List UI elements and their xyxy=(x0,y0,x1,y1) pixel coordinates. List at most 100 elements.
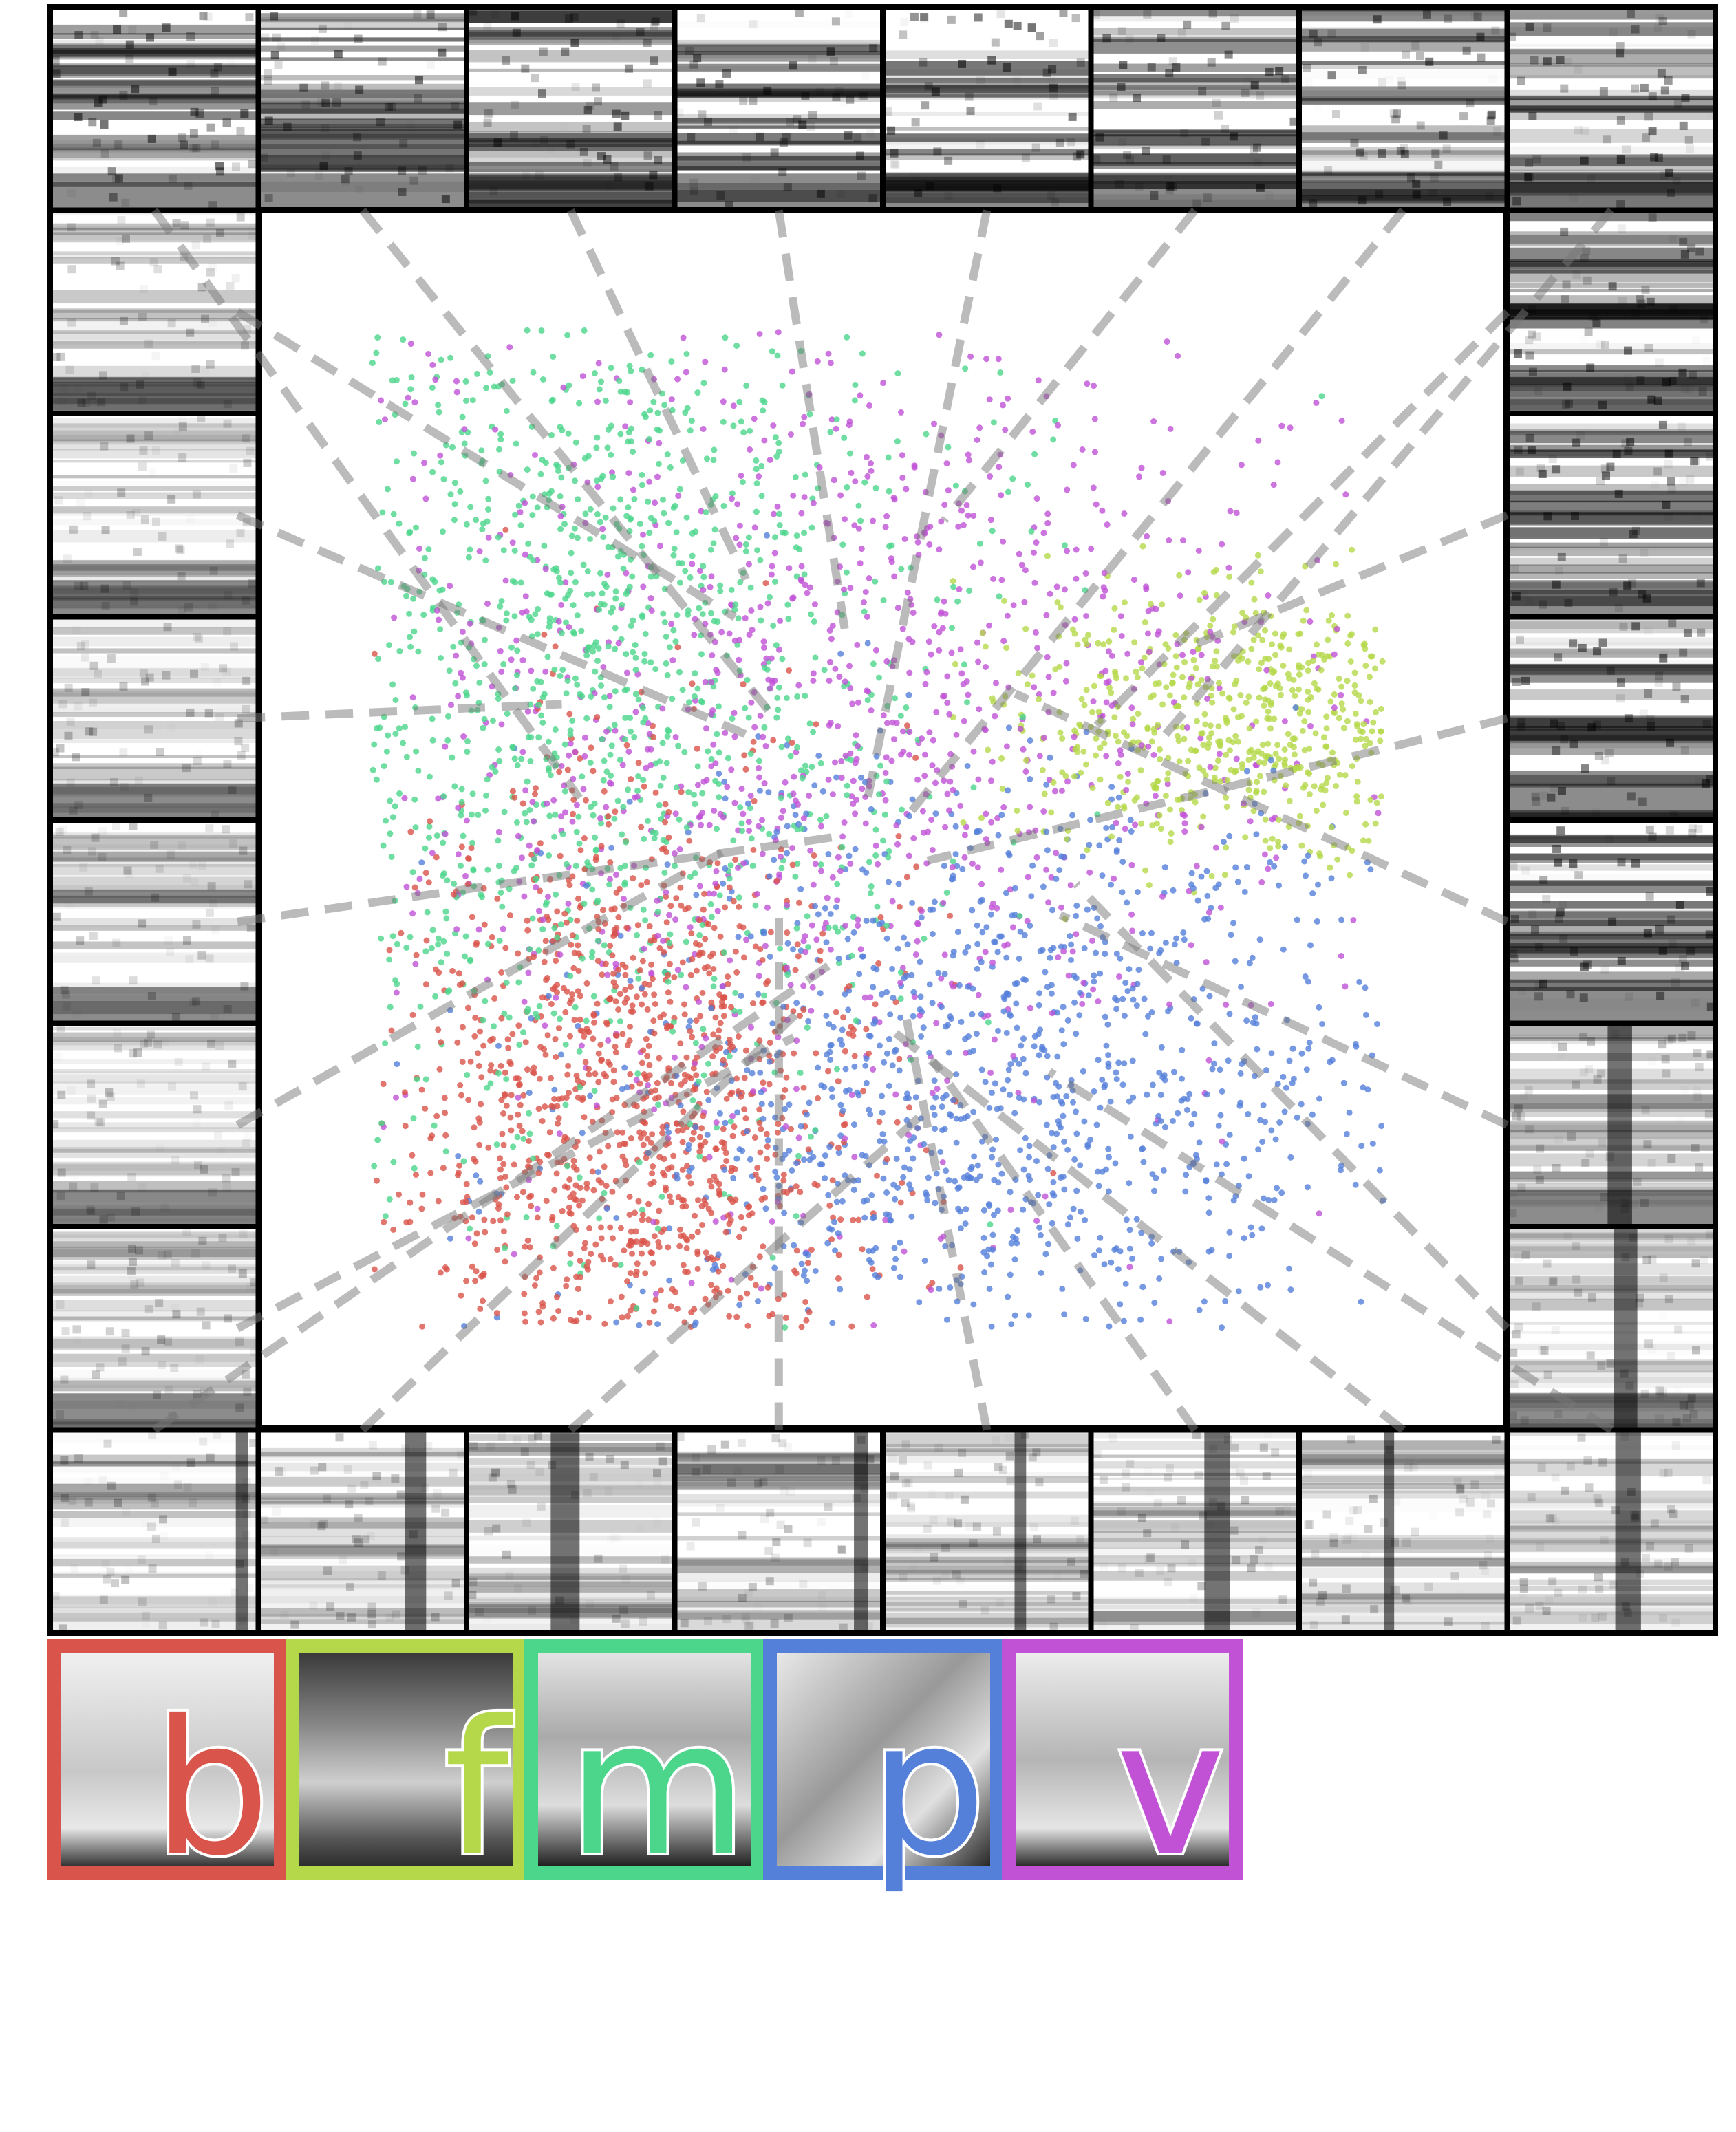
scatter-point xyxy=(387,797,394,804)
scatter-point xyxy=(1374,1021,1380,1027)
thumb-speck xyxy=(1375,190,1384,199)
scatter-point xyxy=(857,517,864,524)
scatter-point xyxy=(683,938,689,945)
thumb-speck xyxy=(310,1519,319,1528)
scatter-point xyxy=(1034,645,1040,652)
thumb-speck xyxy=(1067,1558,1075,1566)
scatter-point xyxy=(854,641,861,648)
scatter-point xyxy=(546,812,553,819)
thumb-speck xyxy=(1172,63,1181,72)
thumb-speck xyxy=(1693,1087,1701,1095)
thumb-speck xyxy=(654,1478,662,1486)
scatter-point xyxy=(868,883,875,890)
scatter-point xyxy=(745,714,752,721)
thumb-band xyxy=(1507,105,1715,113)
scatter-point xyxy=(460,832,467,839)
thumb-speck xyxy=(99,371,108,380)
spectrogram-thumb xyxy=(1296,4,1510,213)
thumb-band xyxy=(1299,98,1508,105)
thumb-speck xyxy=(1656,991,1665,1000)
scatter-point xyxy=(830,1024,837,1031)
scatter-point xyxy=(1036,1052,1042,1059)
thumb-speck xyxy=(1047,191,1055,200)
thumb-speck xyxy=(1109,93,1118,102)
thumb-band xyxy=(674,1557,883,1566)
thumb-speck xyxy=(1681,94,1690,103)
thumb-speck xyxy=(196,1307,205,1316)
thumb-speck xyxy=(84,1498,93,1507)
thumb-speck xyxy=(845,10,853,18)
thumb-speck xyxy=(193,1105,202,1114)
scatter-point xyxy=(1126,1180,1133,1187)
thumb-speck xyxy=(1552,58,1561,67)
thumb-dark-base xyxy=(883,1596,1091,1633)
scatter-point xyxy=(668,1079,674,1086)
scatter-point xyxy=(1090,484,1097,491)
scatter-point xyxy=(798,563,805,570)
thumb-speck xyxy=(155,1299,164,1308)
scatter-point xyxy=(1274,459,1281,466)
scatter-point xyxy=(1299,727,1306,734)
scatter-point xyxy=(883,935,890,942)
scatter-point xyxy=(975,658,982,665)
thumb-speck xyxy=(167,495,176,504)
thumb-speck xyxy=(272,1507,281,1516)
scatter-point xyxy=(1073,575,1080,582)
scatter-point xyxy=(992,938,999,945)
thumb-speck xyxy=(1208,9,1217,18)
scatter-point xyxy=(833,904,839,911)
thumb-speck xyxy=(424,1442,433,1451)
thumb-speck xyxy=(1552,845,1561,854)
spectrogram-thumb xyxy=(47,4,261,213)
scatter-point xyxy=(1353,736,1360,743)
thumb-band xyxy=(883,193,1091,203)
thumb-speck xyxy=(69,1182,78,1191)
scatter-point xyxy=(896,903,903,910)
thumb-speck xyxy=(1003,63,1011,72)
scatter-point xyxy=(645,1042,652,1049)
thumb-speck xyxy=(857,91,866,100)
thumb-band xyxy=(50,233,259,241)
thumb-band xyxy=(1299,1474,1508,1487)
thumb-speck xyxy=(151,1534,160,1543)
thumb-speck xyxy=(299,83,308,92)
thumb-speck xyxy=(839,1623,848,1632)
thumb-speck xyxy=(1517,987,1526,995)
thumb-bg xyxy=(258,1430,467,1633)
thumb-vband xyxy=(854,1430,868,1633)
scatter-point xyxy=(566,1090,572,1096)
thumb-speck xyxy=(901,1498,910,1507)
thumb-speck xyxy=(1641,1553,1650,1562)
thumb-speck xyxy=(130,597,139,606)
thumb-speck xyxy=(136,380,144,389)
thumb-band xyxy=(1091,199,1299,208)
thumb-speck xyxy=(147,134,156,143)
thumb-speck xyxy=(1556,826,1565,835)
thumb-speck xyxy=(112,821,121,830)
thumb-speck xyxy=(645,182,654,191)
thumb-band xyxy=(50,1127,259,1133)
scatter-point xyxy=(590,812,597,819)
scatter-point xyxy=(661,1011,667,1018)
thumb-speck xyxy=(171,1258,180,1267)
thumb-speck xyxy=(654,156,663,165)
thumb-speck xyxy=(1678,955,1687,964)
thumb-speck xyxy=(347,1613,356,1622)
scatter-point xyxy=(623,651,630,658)
thumb-speck xyxy=(1578,1614,1587,1623)
scatter-point xyxy=(1243,699,1250,706)
thumb-band xyxy=(1507,235,1715,244)
scatter-point xyxy=(641,658,648,665)
thumb-speck xyxy=(206,360,215,369)
thumb-speck xyxy=(1535,1175,1544,1184)
thumb-speck xyxy=(241,596,250,605)
thumb-speck xyxy=(1563,1232,1572,1241)
thumb-band xyxy=(1299,150,1508,155)
scatter-point xyxy=(1289,1045,1296,1052)
thumb-speck xyxy=(101,601,110,610)
thumb-band xyxy=(1091,85,1299,96)
scatter-point xyxy=(1196,1306,1203,1313)
spectrogram-thumb xyxy=(1296,1427,1510,1636)
scatter-point xyxy=(681,749,688,755)
scatter-point xyxy=(422,1105,429,1112)
